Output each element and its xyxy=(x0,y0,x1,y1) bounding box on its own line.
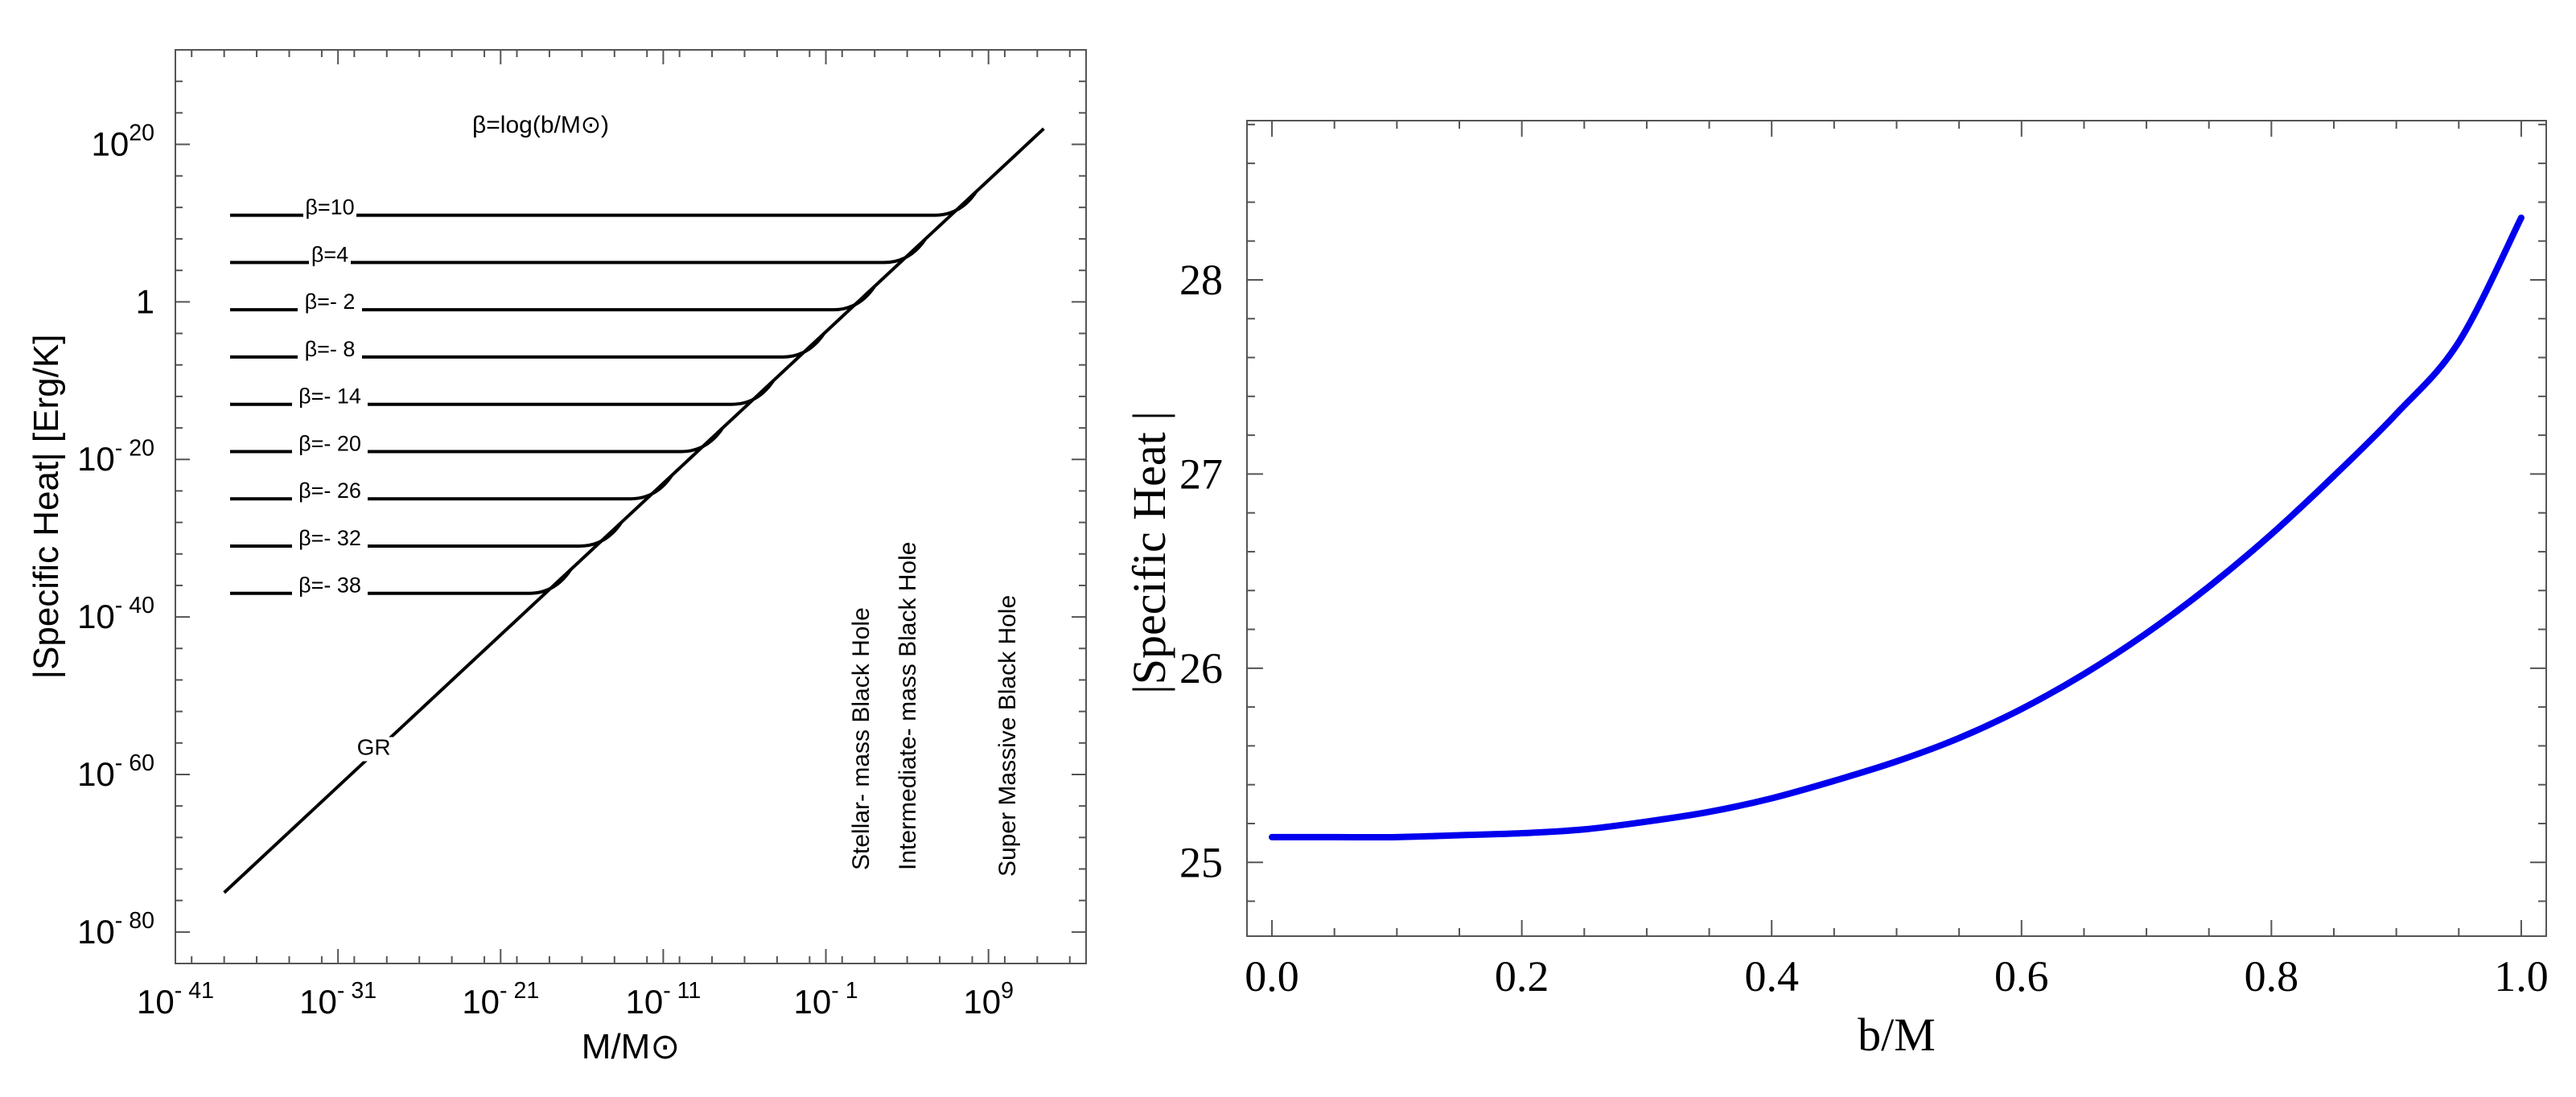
y-tick-label: 26 xyxy=(1179,644,1223,692)
x-tick-label: 0.4 xyxy=(1744,952,1799,1000)
beta-curve xyxy=(230,521,623,548)
beta-curve xyxy=(230,332,826,359)
beta-curve xyxy=(230,426,724,454)
beta-definition-annotation: β=log(b/M⊙) xyxy=(472,112,609,138)
x-tick-label: 10- 31 xyxy=(299,978,377,1021)
beta-label-background xyxy=(309,243,351,268)
beta-curve xyxy=(230,285,877,312)
gr-label: GR xyxy=(357,734,391,759)
beta-label-background xyxy=(292,432,368,457)
x-tick-label: 0.8 xyxy=(2245,952,2299,1000)
beta-curve xyxy=(230,380,776,406)
beta-curve-label: β=- 8 xyxy=(305,337,356,361)
beta-curve-label: β=- 2 xyxy=(305,290,356,314)
plot-frame xyxy=(1246,120,2547,937)
region-label: Intermediate- mass Black Hole xyxy=(895,542,921,871)
beta-label-background xyxy=(292,479,368,504)
beta-curve xyxy=(230,237,928,265)
beta-curve-label: β=10 xyxy=(305,195,354,220)
x-axis-label: M/M⊙ xyxy=(582,1027,680,1066)
beta-curve-label: β=- 32 xyxy=(298,526,361,550)
y-tick-label: 10- 20 xyxy=(77,435,154,478)
x-tick-label: 10- 11 xyxy=(626,978,702,1021)
x-tick-label: 10- 41 xyxy=(137,978,214,1021)
x-tick-label: 0.0 xyxy=(1245,952,1299,1000)
specific-heat-curve xyxy=(1269,214,2525,841)
beta-label-background xyxy=(298,337,362,362)
y-axis-label: |Specific Heat | xyxy=(1123,411,1175,694)
gr-label-background xyxy=(352,737,396,762)
y-tick-label: 1 xyxy=(136,282,154,320)
x-tick-label: 109 xyxy=(963,978,1014,1021)
beta-curve xyxy=(230,191,978,217)
x-axis-label: b/M xyxy=(1858,1009,1936,1061)
x-tick-label: 1.0 xyxy=(2494,952,2549,1000)
specific-heat-vs-mass-chart: 10- 41 10- 31 10- 21 10- 11 10- 1 109 1020 1 10-… xyxy=(27,49,1087,1066)
beta-label-background xyxy=(292,526,368,551)
x-tick-label: 0.2 xyxy=(1495,952,1549,1000)
y-tick-label: 10- 60 xyxy=(77,750,154,793)
beta-curve-label: β=- 26 xyxy=(298,479,361,503)
plot-frame xyxy=(175,49,1087,964)
beta-curve xyxy=(230,569,572,595)
specific-heat-vs-bm-chart: 0.0 0.2 0.4 0.6 0.8 1.0 25 26 27 28 b/M |Specific H… xyxy=(1123,120,2549,1061)
y-tick-label: 10- 40 xyxy=(77,593,154,635)
beta-label-background xyxy=(292,573,368,598)
beta-label-background xyxy=(292,384,368,409)
beta-label-background xyxy=(298,290,362,315)
beta-curve-label: β=4 xyxy=(311,242,348,266)
y-axis-label: |Specific Heat| [Erg/K] xyxy=(27,335,66,680)
beta-curve-label: β=- 38 xyxy=(298,573,361,598)
x-tick-label: 10- 1 xyxy=(794,978,858,1021)
x-tick-label: 0.6 xyxy=(1994,952,2049,1000)
region-label: Super Massive Black Hole xyxy=(994,595,1021,877)
beta-curve-label: β=- 20 xyxy=(298,431,361,455)
beta-label-background xyxy=(303,195,356,220)
x-tick-label: 10- 21 xyxy=(462,978,539,1021)
y-tick-label: 25 xyxy=(1179,838,1223,886)
y-tick-label: 1020 xyxy=(92,121,154,163)
y-tick-label: 27 xyxy=(1179,450,1223,498)
y-tick-label: 28 xyxy=(1179,256,1223,304)
region-label: Stellar- mass Black Hole xyxy=(848,607,874,870)
beta-curve xyxy=(230,474,673,501)
y-tick-label: 10- 80 xyxy=(77,908,154,951)
beta-curve-label: β=- 14 xyxy=(298,384,361,409)
